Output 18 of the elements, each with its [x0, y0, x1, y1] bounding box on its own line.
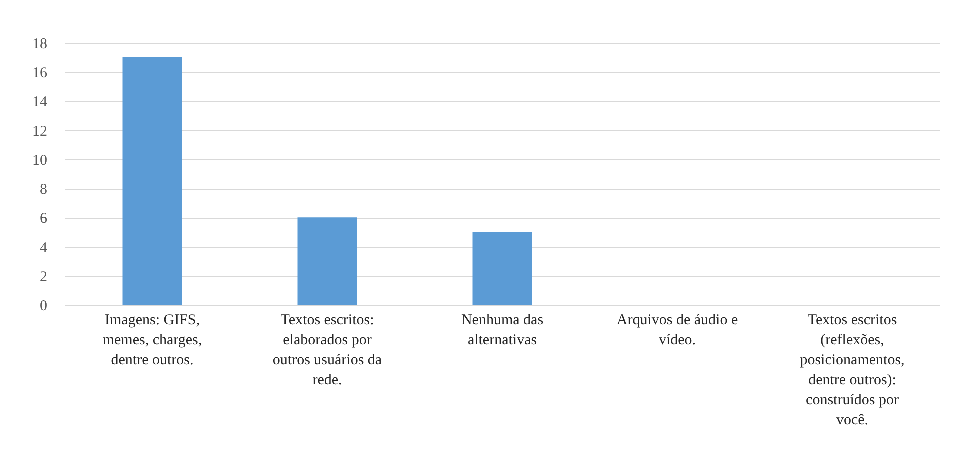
bar [472, 232, 532, 305]
y-tick-label: 2 [40, 269, 48, 286]
y-tick-label: 4 [40, 240, 48, 256]
y-tick-label: 12 [32, 124, 48, 140]
y-tick-label: 16 [32, 66, 48, 82]
x-tick-label: Textos escritos: elaborados por outros usuários da rede. [272, 312, 382, 388]
x-tick-label: Imagens: GIFS, memes, charges, dentre outros. [102, 312, 202, 368]
y-tick-label: 6 [40, 211, 48, 228]
y-tick-label: 18 [32, 36, 48, 52]
y-tick-label: 0 [40, 298, 48, 314]
x-tick-label: Textos escritos (reflexões, posicionamentos, dentre outros): construídos por você. [800, 312, 905, 428]
x-tick-label: Arquivos de áudio e vídeo. [616, 312, 738, 348]
x-tick-label: Nenhuma das alternativas [461, 312, 544, 348]
bar [122, 58, 182, 305]
y-tick-label: 8 [40, 182, 48, 198]
y-tick-label: 14 [32, 94, 48, 111]
y-tick-label: 10 [32, 152, 48, 169]
bar [298, 218, 358, 305]
